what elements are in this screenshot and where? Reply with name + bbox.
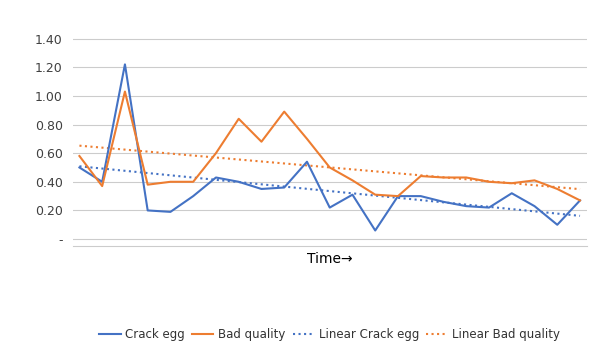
X-axis label: Time→: Time→ <box>307 252 353 266</box>
Legend: Crack egg, Bad quality, Linear Crack egg, Linear Bad quality: Crack egg, Bad quality, Linear Crack egg… <box>95 323 564 342</box>
